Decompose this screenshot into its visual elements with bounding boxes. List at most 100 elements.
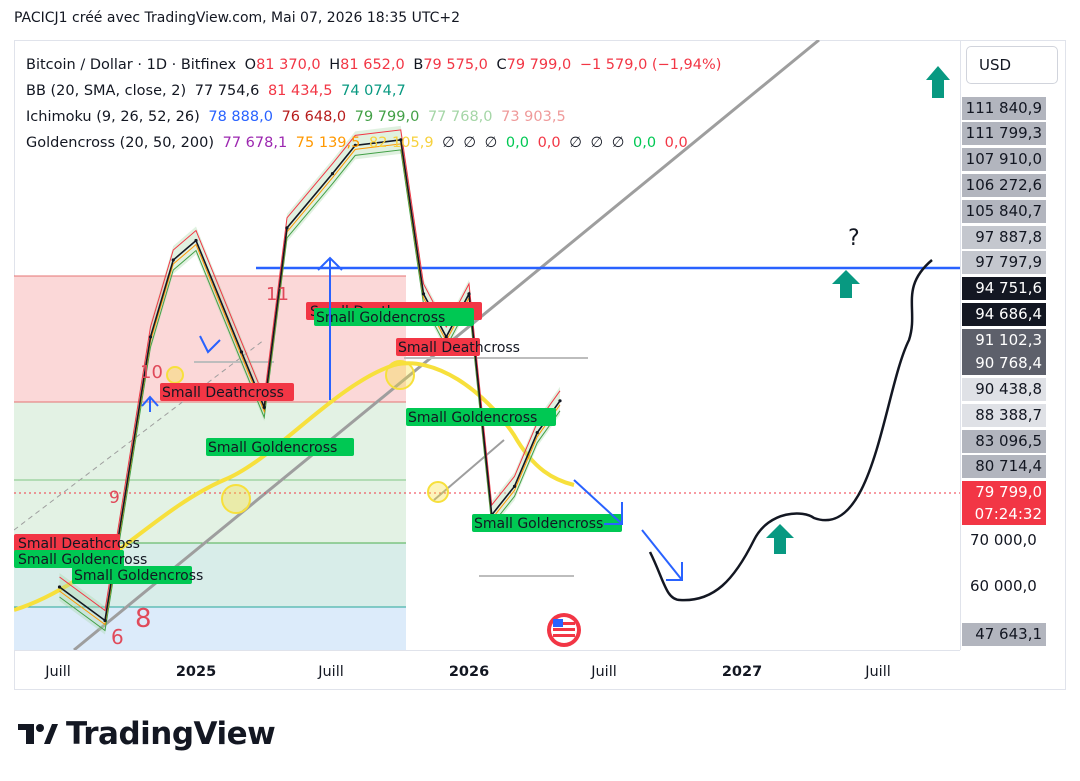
svg-text:Small Goldencross: Small Goldencross: [208, 440, 337, 456]
gc-ma50: 75 139,5: [295, 135, 361, 151]
cross-circle: [385, 360, 415, 390]
price-point: [285, 226, 289, 230]
legend-row-goldencross[interactable]: Goldencross (20, 50, 200) 77 678,1 75 13…: [26, 130, 725, 156]
cross-tag: Small Goldencross: [472, 514, 622, 532]
price-label: 105 840,7: [962, 200, 1046, 223]
teal-arrow-up[interactable]: [832, 270, 860, 298]
wave-number-9: 9: [109, 488, 120, 508]
svg-text:Small Deathcross: Small Deathcross: [162, 385, 284, 401]
price-label: 90 438,8: [962, 378, 1046, 401]
tradingview-logo[interactable]: TradingView: [18, 716, 276, 752]
us-flag-icon[interactable]: [547, 613, 581, 647]
blue-arrow-up[interactable]: [317, 256, 343, 400]
svg-text:Small Goldencross: Small Goldencross: [18, 552, 147, 568]
cross-circle: [166, 366, 184, 384]
cross-circle: [221, 484, 251, 514]
gc-na: ∅: [569, 135, 582, 151]
price-point: [239, 350, 244, 354]
svg-text:Small Goldencross: Small Goldencross: [74, 568, 203, 584]
legend-row-bb[interactable]: BB (20, SMA, close, 2) 77 754,6 81 434,5…: [26, 78, 725, 104]
price-point: [194, 238, 198, 243]
cross-tag: Small Goldencross: [406, 408, 556, 426]
price-point: [558, 399, 562, 403]
bb-upper-band: [59, 129, 561, 612]
ichimoku-lead1: 77 768,0: [427, 109, 493, 125]
time-label: 2025: [175, 664, 217, 680]
price-point: [103, 618, 107, 623]
legend-row-ichimoku[interactable]: Ichimoku (9, 26, 52, 26) 78 888,0 76 648…: [26, 104, 725, 130]
countdown-label: 07:24:32: [962, 503, 1046, 525]
low-value: 79 575,0: [423, 57, 488, 73]
ichimoku-lagging: 79 799,0: [354, 109, 420, 125]
price-label: 94 686,4: [962, 303, 1046, 326]
cross-tag: Small Goldencross: [72, 566, 203, 584]
cross-tag: Small Goldencross: [14, 550, 147, 568]
price-label: 47 643,1: [962, 623, 1046, 646]
teal-arrow-up[interactable]: [766, 524, 794, 554]
gc-zero: 0,0: [664, 135, 688, 151]
gc-ma200: 82 105,9: [368, 135, 434, 151]
price-point: [330, 172, 335, 176]
price-point: [353, 143, 357, 147]
ichimoku-base: 76 648,0: [281, 109, 347, 125]
price-point: [399, 138, 403, 142]
currency-selector[interactable]: USD: [966, 46, 1058, 84]
time-axis[interactable]: [14, 650, 960, 690]
price-point: [148, 335, 153, 339]
ichimoku-name[interactable]: Ichimoku (9, 26, 52, 26): [26, 109, 200, 125]
trendline-short[interactable]: [433, 439, 505, 501]
cross-circle: [427, 481, 449, 503]
brand-name: TradingView: [66, 716, 276, 752]
svg-text:Small Goldencross: Small Goldencross: [316, 310, 445, 326]
axis-price: 70 000,0: [970, 531, 1037, 549]
bb-name[interactable]: BB (20, SMA, close, 2): [26, 83, 187, 99]
price-label: 88 388,7: [962, 404, 1046, 427]
time-label: 2027: [721, 664, 763, 680]
price-label: 107 910,0: [962, 148, 1046, 171]
projection-path[interactable]: [648, 259, 933, 602]
price-point: [262, 405, 266, 409]
price-label: 91 102,3: [962, 329, 1046, 352]
time-label: Juill: [45, 664, 71, 680]
cross-tag: Small Goldencross: [314, 308, 474, 326]
price-point: [512, 484, 517, 488]
wave-number-6: 6: [111, 625, 124, 649]
gc-na: ∅: [484, 135, 498, 151]
change-value: −1 579,0 (−1,94%): [579, 57, 722, 73]
teal-arrow-up[interactable]: [926, 66, 950, 98]
price-line[interactable]: [59, 138, 561, 622]
high-value: 81 652,0: [340, 57, 405, 73]
price-label: 111 799,3: [962, 122, 1046, 145]
price-point: [535, 431, 539, 435]
trendline-dashed[interactable]: [14, 339, 265, 531]
goldencross-name[interactable]: Goldencross (20, 50, 200): [26, 135, 214, 151]
price-label: 97 797,9: [962, 251, 1046, 274]
price-label: 94 751,6: [962, 277, 1046, 300]
legend-row-symbol[interactable]: Bitcoin / Dollar · 1D · Bitfinex O81 370…: [26, 52, 725, 78]
gc-na: ∅: [442, 135, 455, 151]
time-label: 2026: [448, 664, 490, 680]
blue-arrow-down[interactable]: [573, 479, 623, 525]
price-axis[interactable]: [960, 40, 1066, 650]
gc-zero: 0,0: [505, 135, 529, 151]
zone-blue: [14, 607, 406, 650]
blue-arrow-down[interactable]: [641, 529, 683, 581]
wave-number-11: 11: [266, 284, 289, 305]
low-label: B: [413, 57, 424, 73]
blue-arrow-up[interactable]: [141, 395, 159, 412]
price-label: 97 887,8: [962, 226, 1046, 249]
price-label: 106 272,6: [962, 174, 1046, 197]
gc-na: ∅: [463, 135, 477, 151]
tradingview-logo-icon: [18, 724, 58, 744]
time-label: Juill: [591, 664, 617, 680]
symbol-name[interactable]: Bitcoin / Dollar · 1D · Bitfinex: [26, 57, 237, 73]
price-label: 111 840,9: [962, 97, 1046, 120]
plot-area[interactable]: Small Deathcross Small Goldencross Small…: [14, 40, 960, 650]
chart-header: PACICJ1 créé avec TradingView.com, Mai 0…: [14, 10, 461, 26]
open-value: 81 370,0: [256, 57, 321, 73]
wave-number-8: 8: [135, 604, 152, 634]
axis-price: 60 000,0: [970, 577, 1037, 595]
blue-arrow-up[interactable]: [199, 335, 221, 354]
price-label: 90 768,4: [962, 352, 1046, 375]
svg-text:Small Deathcross: Small Deathcross: [18, 536, 140, 552]
